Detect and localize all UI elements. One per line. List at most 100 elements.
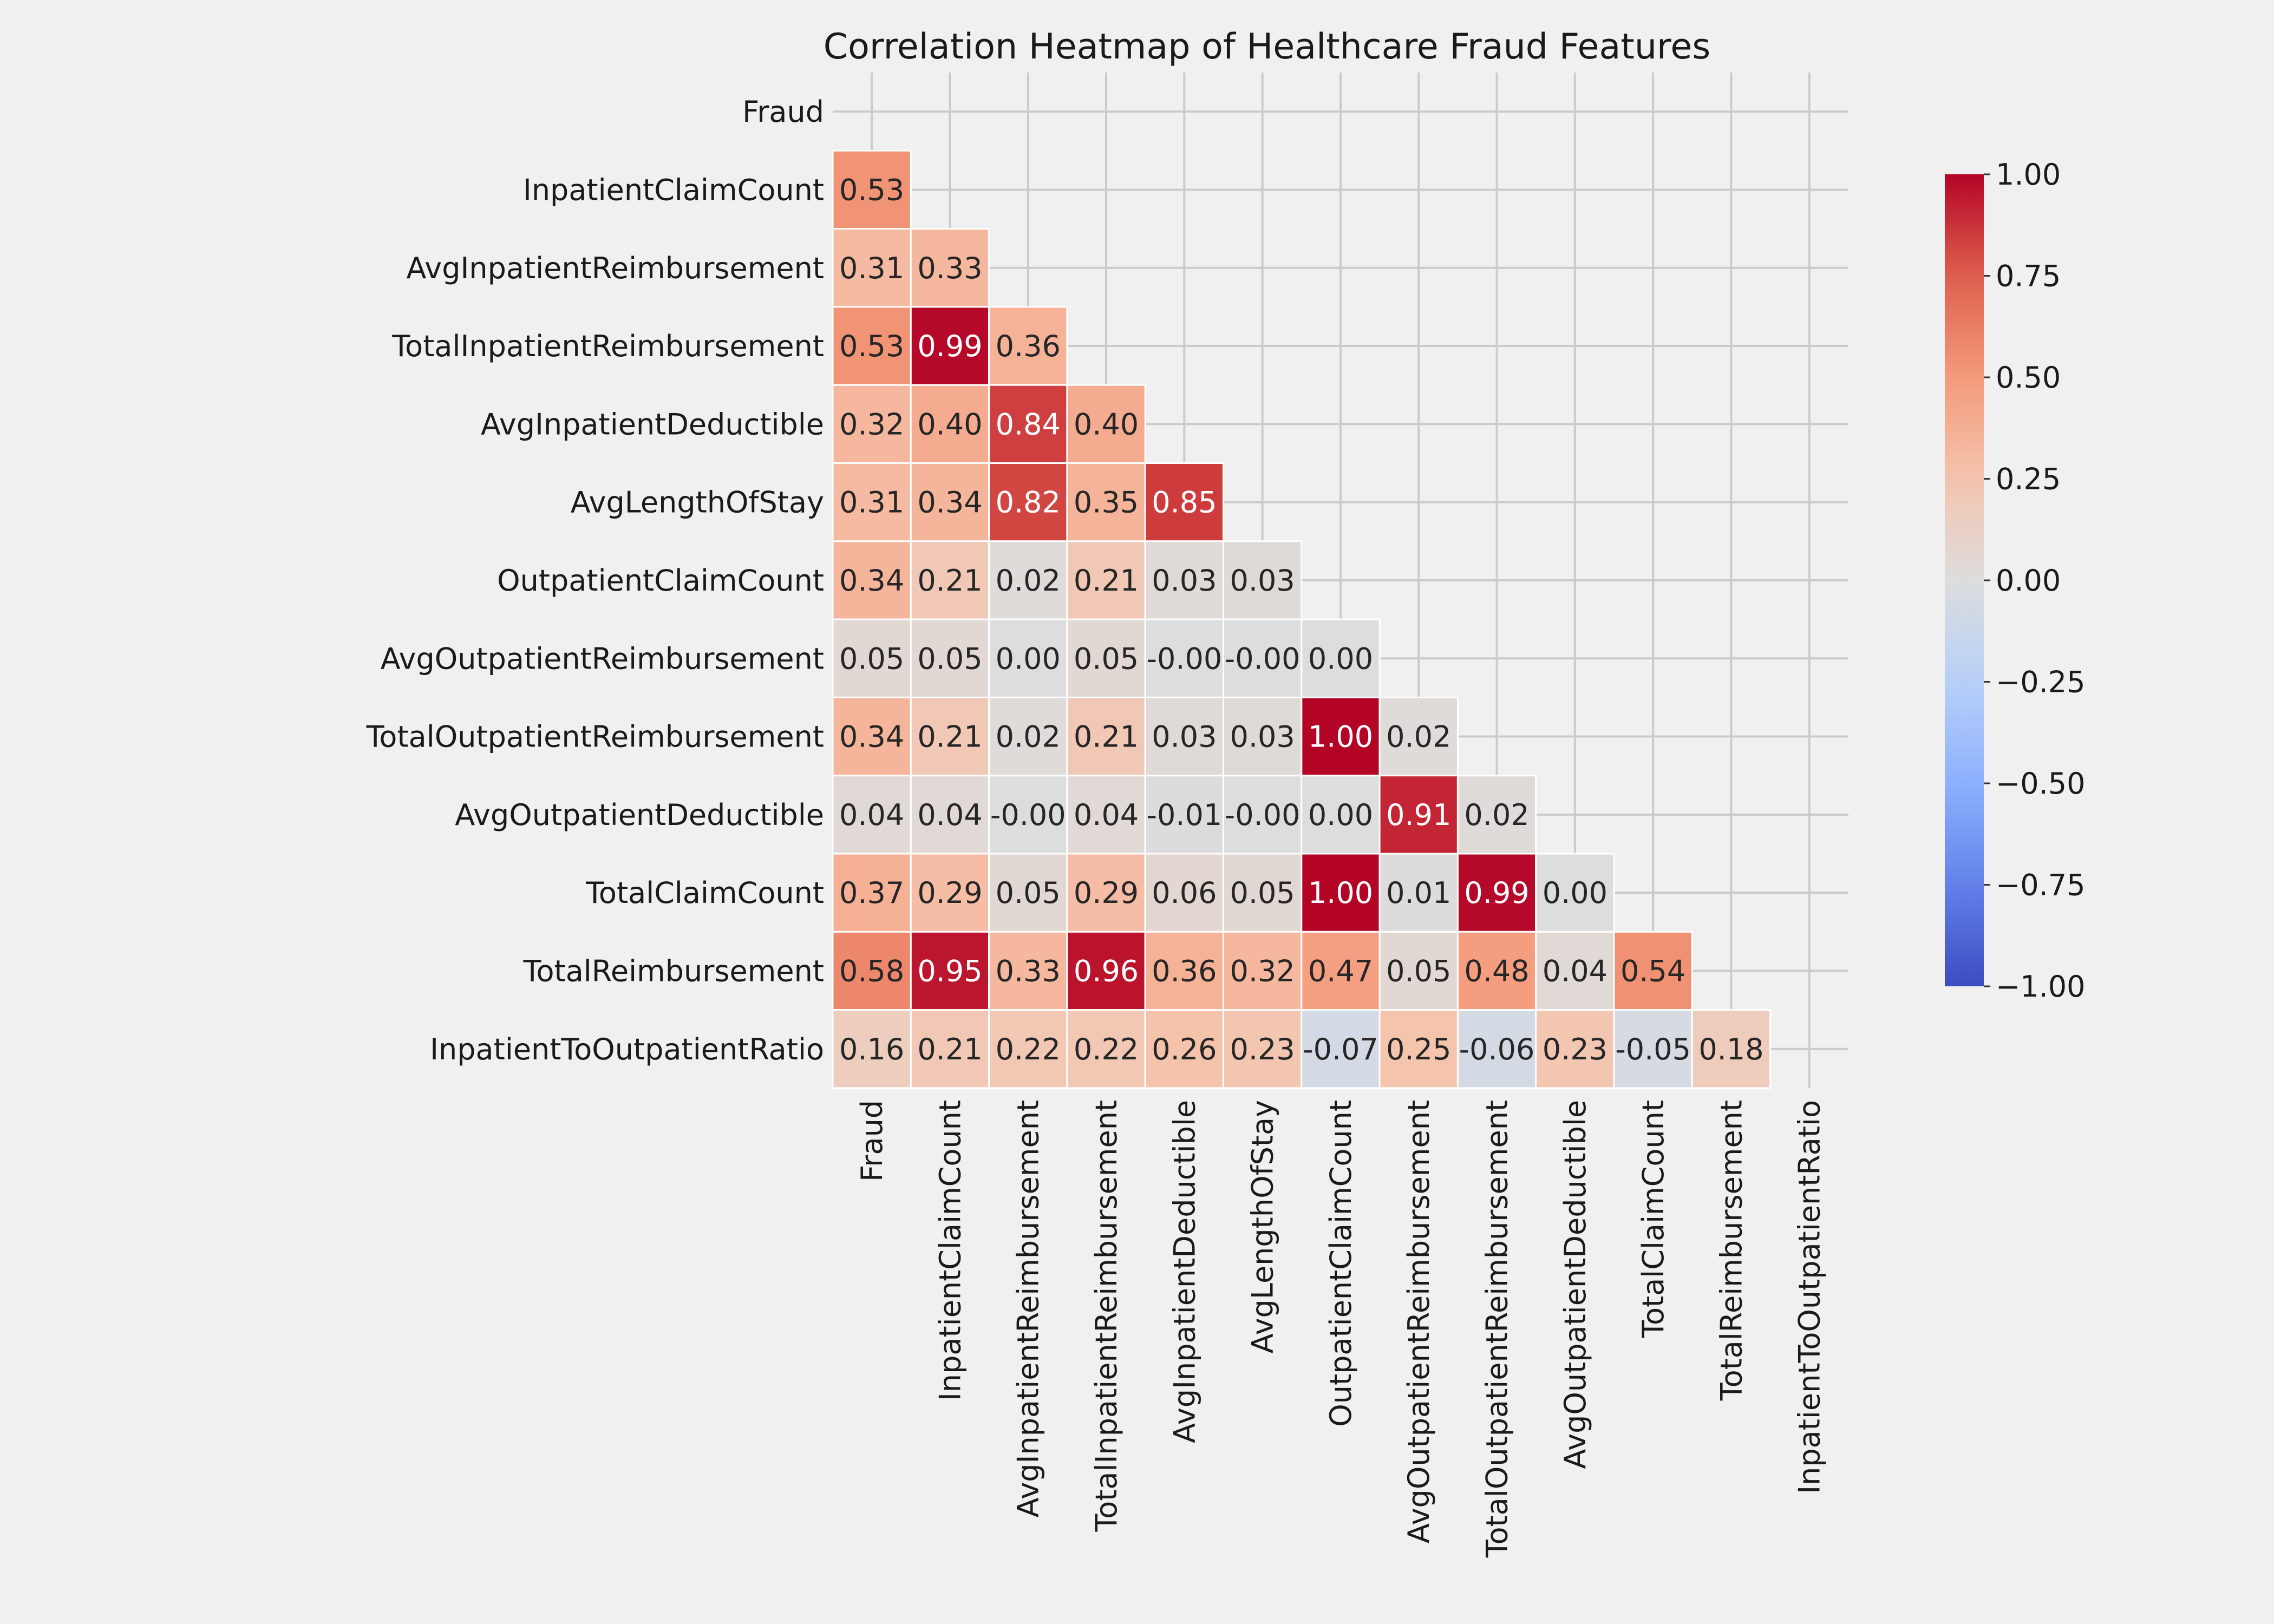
heatmap-cell: [1691, 1009, 1772, 1089]
row-label: AvgOutpatientDeductible: [455, 798, 824, 832]
cell-value-label: 0.05: [917, 641, 982, 676]
heatmap-cell: [988, 931, 1068, 1011]
heatmap-cell: [832, 228, 912, 308]
heatmap-cell: [1223, 775, 1303, 855]
cell-value-label: 0.40: [1074, 407, 1139, 441]
column-label: AvgLengthOfStay: [1246, 1100, 1280, 1353]
cell-value-label: 0.53: [839, 329, 904, 363]
cell-value-label: 0.29: [917, 876, 982, 910]
heatmap-cell: [1223, 696, 1303, 777]
cell-value-label: 0.21: [1074, 564, 1139, 598]
cell-value-label: -0.00: [1225, 798, 1301, 832]
heatmap-cell: [1378, 931, 1459, 1011]
cell-value-label: 0.05: [1230, 876, 1295, 910]
row-label: AvgOutpatientReimbursement: [381, 641, 824, 676]
cell-value-label: 0.91: [1386, 798, 1451, 832]
colorbar-gradient: [1945, 174, 1984, 986]
cell-value-label: -0.07: [1303, 1032, 1378, 1066]
heatmap-cell: [1223, 1009, 1303, 1089]
heatmap-cell: [1144, 853, 1224, 933]
column-label: OutpatientClaimCount: [1324, 1100, 1358, 1427]
cell-value-label: 0.32: [839, 407, 904, 441]
cell-value-label: 0.00: [996, 641, 1061, 676]
cell-value-label: 0.25: [1386, 1032, 1451, 1066]
colorbar-tick-label: −1.00: [1996, 970, 2085, 1004]
row-label: AvgInpatientReimbursement: [406, 251, 824, 285]
colorbar-tick-label: 0.50: [1996, 361, 2061, 395]
heatmap-cell: [988, 306, 1068, 386]
column-label: TotalInpatientReimbursement: [1089, 1100, 1123, 1533]
cell-value-label: -0.00: [1225, 641, 1301, 676]
cell-value-label: 0.05: [996, 876, 1061, 910]
column-labels: Fraud InpatientClaimCount AvgInpatientReim…: [855, 1100, 1827, 1558]
column-label: AvgInpatientReimbursement: [1011, 1100, 1045, 1518]
heatmap-cell: [1378, 696, 1459, 777]
cell-value-label: 0.21: [917, 720, 982, 754]
heatmap-cell: [988, 696, 1068, 777]
heatmap-cell: [1066, 618, 1146, 698]
column-label: TotalReimbursement: [1714, 1100, 1748, 1401]
cell-value-label: 0.82: [996, 486, 1061, 520]
cell-value-label: 0.33: [917, 251, 982, 285]
cell-value-label: -0.05: [1615, 1032, 1691, 1066]
cell-value-label: 0.03: [1152, 564, 1217, 598]
row-label: TotalInpatientReimbursement: [391, 329, 824, 363]
row-label: AvgLengthOfStay: [571, 486, 824, 520]
cell-value-label: 0.99: [917, 329, 982, 363]
heatmap-cell: [1456, 1009, 1537, 1089]
cell-value-label: 0.36: [996, 329, 1061, 363]
heatmap-cell: [832, 462, 912, 542]
cell-value-label: 0.04: [1074, 798, 1139, 832]
cell-value-label: 0.01: [1386, 876, 1451, 910]
row-label: AvgInpatientDeductible: [481, 407, 824, 441]
cell-value-label: 0.37: [839, 876, 904, 910]
cell-value-label: 0.02: [1464, 798, 1529, 832]
heatmap-cell: [1144, 462, 1224, 542]
row-label: InpatientClaimCount: [523, 173, 824, 207]
heatmap-cell: [988, 462, 1068, 542]
heatmap-cell: [1144, 696, 1224, 777]
heatmap-cell: [1066, 775, 1146, 855]
heatmap-cell: [832, 775, 912, 855]
cell-value-label: 0.21: [917, 1032, 982, 1066]
cell-value-label: 0.26: [1152, 1032, 1217, 1066]
cell-value-label: 0.04: [917, 798, 982, 832]
cell-value-label: 0.99: [1464, 876, 1529, 910]
cell-value-label: 0.03: [1230, 564, 1295, 598]
cell-value-label: 0.22: [1074, 1032, 1139, 1066]
heatmap-cell: [988, 853, 1068, 933]
row-label: OutpatientClaimCount: [497, 564, 824, 598]
column-label: TotalClaimCount: [1636, 1100, 1670, 1339]
heatmap-cell: [910, 618, 990, 698]
cell-value-label: 0.02: [1386, 720, 1451, 754]
cell-value-label: 0.23: [1230, 1032, 1295, 1066]
cell-value-label: 0.03: [1152, 720, 1217, 754]
column-label: AvgOutpatientDeductible: [1558, 1100, 1592, 1469]
cell-value-label: 0.04: [839, 798, 904, 832]
colorbar-tick-label: 1.00: [1996, 158, 2061, 192]
heatmap-cell: [910, 696, 990, 777]
cell-value-label: 0.22: [996, 1032, 1061, 1066]
row-label: Fraud: [742, 95, 824, 129]
cell-value-label: 0.00: [1543, 876, 1608, 910]
cell-value-label: 0.58: [839, 954, 904, 988]
heatmap-cell: [1378, 853, 1459, 933]
cell-value-label: 0.02: [996, 720, 1061, 754]
cell-value-label: 0.23: [1543, 1032, 1608, 1066]
column-label: InpatientClaimCount: [933, 1100, 967, 1401]
heatmap-cell: [832, 540, 912, 620]
heatmap-cell: [1301, 931, 1381, 1011]
cell-value-label: 0.95: [917, 954, 982, 988]
cell-value-label: 0.47: [1308, 954, 1373, 988]
colorbar-tick-label: −0.75: [1996, 868, 2085, 902]
cell-value-label: 0.00: [1308, 798, 1373, 832]
cell-value-label: 0.05: [1074, 641, 1139, 676]
cell-value-label: 0.16: [839, 1032, 904, 1066]
heatmap-cell: [910, 853, 990, 933]
cell-value-label: -0.00: [990, 798, 1066, 832]
cell-value-label: 0.21: [917, 564, 982, 598]
row-label: TotalReimbursement: [523, 954, 824, 988]
heatmap-cell: [1613, 1009, 1693, 1089]
